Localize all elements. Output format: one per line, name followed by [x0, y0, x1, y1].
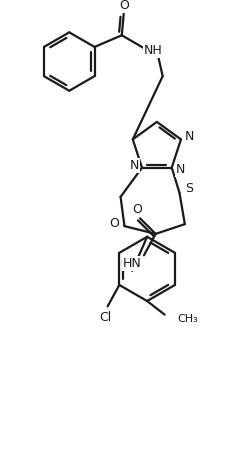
Text: NH: NH: [143, 44, 162, 57]
Text: Cl: Cl: [99, 311, 111, 324]
Text: O: O: [108, 217, 118, 230]
Text: O: O: [132, 203, 142, 216]
Text: N: N: [175, 163, 184, 176]
Text: HN: HN: [122, 256, 141, 269]
Text: O: O: [118, 0, 128, 12]
Text: N: N: [184, 130, 194, 143]
Text: S: S: [184, 182, 192, 194]
Text: CH₃: CH₃: [177, 313, 197, 324]
Text: N: N: [129, 159, 138, 172]
